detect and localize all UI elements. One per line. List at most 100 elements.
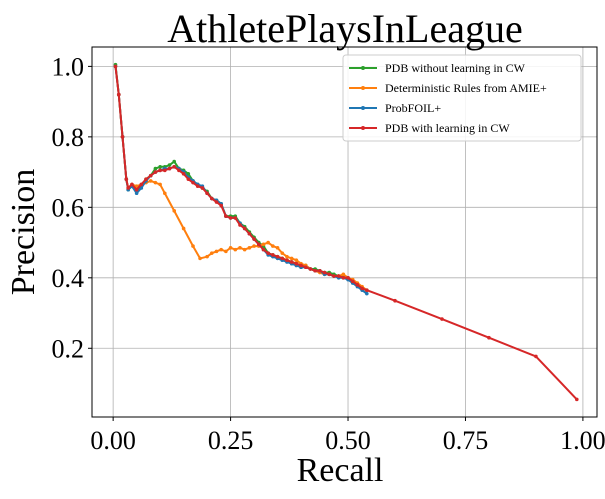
series-pdb-with-learning-in-cw: [113, 64, 579, 402]
legend-label: Deterministic Rules from AMIE+: [385, 81, 547, 95]
data-point: [261, 247, 266, 252]
data-point: [144, 177, 148, 181]
data-point: [153, 166, 158, 171]
data-point: [294, 258, 299, 262]
data-point: [350, 279, 355, 284]
data-point: [365, 288, 369, 292]
data-point: [163, 168, 167, 173]
data-point: [134, 184, 139, 188]
y-tick-label: 1.0: [52, 52, 85, 81]
y-axis-label: Precision: [5, 169, 42, 296]
data-point: [228, 246, 233, 250]
data-point: [113, 64, 118, 69]
data-point: [280, 256, 285, 261]
data-point: [224, 249, 228, 254]
data-point: [299, 263, 303, 268]
x-tick-label: 0.50: [325, 426, 371, 455]
data-point: [440, 317, 444, 321]
data-point: [172, 209, 177, 213]
data-point: [242, 247, 247, 252]
data-point: [233, 216, 238, 220]
data-point: [200, 186, 205, 190]
legend: PDB without learning in CW Deterministic …: [342, 54, 582, 142]
data-point: [186, 177, 191, 181]
data-point: [238, 246, 242, 250]
data-point: [313, 268, 317, 273]
data-point: [341, 276, 346, 280]
data-point: [285, 258, 289, 262]
data-point: [575, 397, 579, 402]
legend-label: ProbFOIL+: [385, 101, 441, 115]
legend-marker: [361, 86, 365, 90]
data-point: [167, 166, 172, 171]
data-point: [167, 163, 172, 167]
data-point: [534, 354, 538, 359]
data-point: [205, 191, 209, 196]
data-point: [336, 274, 341, 278]
data-point: [289, 260, 294, 264]
data-point: [308, 267, 313, 271]
data-point: [252, 244, 256, 248]
data-point: [172, 165, 177, 169]
data-point: [318, 268, 322, 273]
x-tick-label: 0.00: [90, 426, 136, 455]
data-point: [261, 242, 266, 247]
legend-item: Deterministic Rules from AMIE+: [349, 81, 547, 95]
plot-frame: [91, 46, 598, 418]
data-point: [158, 165, 162, 169]
data-point: [233, 247, 238, 252]
data-point: [209, 196, 214, 201]
data-point: [219, 247, 223, 252]
legend-label: PDB with learning in CW: [385, 121, 510, 135]
data-point: [322, 270, 327, 275]
data-point: [238, 223, 242, 227]
data-point: [191, 180, 195, 185]
x-tick-label: 1.00: [560, 426, 605, 455]
data-point: [266, 251, 270, 255]
legend-item: PDB with learning in CW: [349, 121, 510, 135]
data-point: [360, 286, 364, 291]
data-point: [303, 265, 308, 270]
data-point: [116, 92, 121, 97]
axis-ticks: 0.00 0.25 0.50 0.75 1.00 0.2 0.4 0.6 0.8 1.0: [52, 52, 605, 455]
data-point: [285, 254, 289, 259]
data-point: [266, 240, 270, 245]
data-point: [163, 191, 167, 196]
data-point: [148, 179, 153, 183]
legend-label: PDB without learning in CW: [385, 61, 526, 75]
data-point: [158, 168, 162, 173]
data-point: [148, 173, 153, 178]
data-point: [124, 177, 129, 181]
data-point: [126, 186, 130, 190]
data-point: [214, 249, 219, 254]
data-point: [487, 335, 491, 340]
data-point: [228, 216, 233, 220]
data-point: [195, 184, 200, 188]
data-point: [120, 135, 125, 139]
data-point: [153, 180, 158, 185]
data-point: [275, 254, 280, 259]
x-tick-label: 0.25: [208, 426, 254, 455]
data-point: [205, 254, 209, 259]
data-point: [393, 298, 397, 303]
data-point: [289, 256, 294, 261]
data-point: [181, 226, 186, 231]
data-point: [346, 276, 350, 280]
y-tick-label: 0.6: [52, 193, 85, 222]
data-point: [130, 182, 134, 187]
x-axis-label: Recall: [297, 452, 384, 489]
data-point: [294, 261, 299, 266]
data-point: [256, 242, 261, 247]
data-point: [134, 191, 139, 196]
data-point: [271, 253, 275, 257]
legend-box: [342, 54, 582, 142]
data-point: [332, 274, 336, 278]
data-point: [247, 231, 252, 236]
data-point: [242, 226, 247, 231]
legend-marker: [361, 66, 365, 70]
data-point: [186, 172, 191, 176]
series-lines: [113, 62, 579, 402]
data-point: [198, 256, 202, 261]
data-point: [209, 251, 214, 255]
